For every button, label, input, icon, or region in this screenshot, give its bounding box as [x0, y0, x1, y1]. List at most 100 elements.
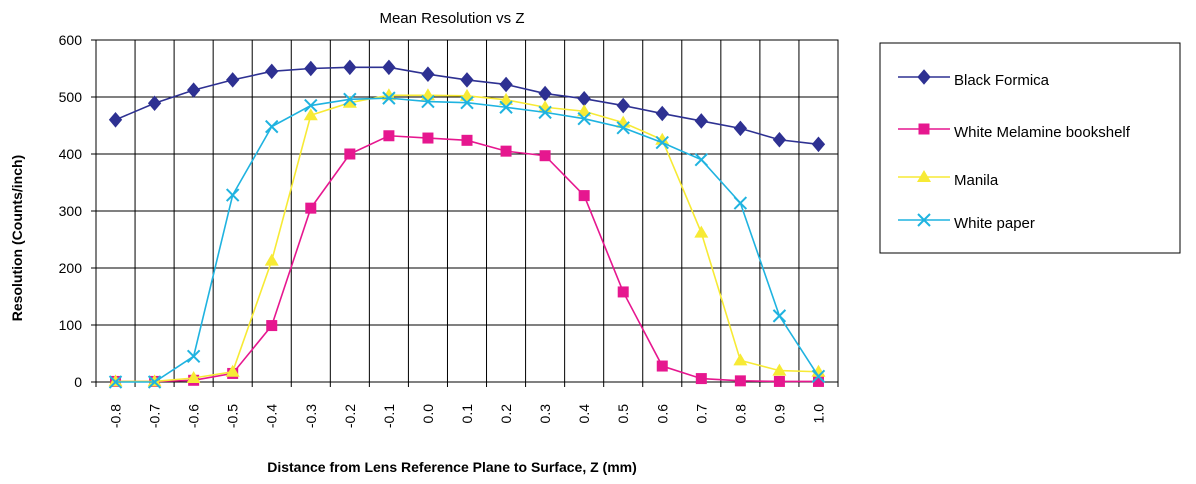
data-point — [812, 375, 824, 387]
chart-title: Mean Resolution vs Z — [379, 10, 524, 27]
data-point — [265, 63, 279, 80]
y-tick-label: 200 — [59, 260, 83, 276]
y-tick-label: 400 — [59, 146, 83, 162]
data-point — [304, 98, 318, 113]
data-point — [772, 309, 787, 323]
x-tick-label: -0.1 — [381, 404, 397, 428]
x-tick-label: -0.4 — [264, 404, 280, 428]
y-tick-label: 500 — [59, 89, 83, 105]
data-point — [499, 76, 513, 93]
data-point — [539, 150, 551, 162]
data-point — [500, 145, 512, 157]
legend-label: Black Formica — [954, 72, 1050, 89]
data-point — [694, 225, 709, 238]
x-tick-label: -0.3 — [303, 404, 319, 428]
legend-label: Manila — [954, 172, 999, 189]
series-black-formica — [108, 59, 826, 153]
y-tick-label: 0 — [74, 374, 82, 390]
data-point — [616, 121, 630, 135]
legend: Black Formica White Melamine bookshelf Man… — [879, 42, 1181, 254]
y-tick-label: 300 — [59, 203, 83, 219]
data-point — [383, 130, 395, 142]
x-tick-label: -0.2 — [342, 404, 358, 428]
data-point — [655, 105, 669, 122]
data-point — [343, 92, 357, 106]
x-tick-label: 0.4 — [576, 404, 592, 424]
legend-item: Manila — [898, 170, 999, 189]
data-point — [381, 88, 396, 101]
x-tick-label: 0.9 — [771, 404, 787, 424]
y-tick-label: 100 — [59, 317, 83, 333]
x-tick-label: -0.7 — [147, 404, 163, 428]
series-manila — [108, 88, 826, 387]
data-point — [917, 69, 931, 85]
data-point — [421, 94, 435, 109]
data-point — [917, 170, 931, 182]
data-point — [499, 92, 514, 105]
legend-item: Black Formica — [898, 69, 1050, 89]
x-tick-label: -0.6 — [186, 404, 202, 428]
data-point — [343, 59, 357, 76]
data-point — [772, 363, 787, 376]
x-tick-label: 0.0 — [420, 404, 436, 424]
data-point — [186, 371, 201, 384]
legend-box — [879, 42, 1181, 254]
data-point — [108, 374, 123, 387]
x-tick-label: 0.8 — [732, 404, 748, 424]
series-white-paper — [108, 91, 826, 389]
data-point — [460, 72, 474, 88]
data-point — [303, 108, 318, 121]
x-tick-label: 0.2 — [498, 404, 514, 424]
legend-item: White paper — [898, 213, 1035, 232]
data-point — [265, 119, 279, 134]
x-axis-title: Distance from Lens Reference Plane to Su… — [267, 459, 637, 475]
data-point — [225, 188, 240, 202]
x-tick-label: 0.7 — [693, 404, 709, 424]
data-point — [461, 134, 473, 146]
legend-item: White Melamine bookshelf — [898, 123, 1131, 141]
data-point — [382, 59, 396, 76]
data-point — [147, 374, 162, 387]
data-point — [773, 375, 785, 387]
data-point — [694, 113, 708, 129]
data-point — [734, 375, 746, 387]
data-point — [655, 135, 669, 150]
data-point — [499, 100, 513, 114]
data-point — [917, 213, 931, 227]
data-point — [266, 320, 278, 332]
legend-label: White paper — [954, 215, 1035, 232]
data-point — [733, 120, 748, 137]
data-point — [382, 91, 396, 105]
data-point — [811, 369, 826, 384]
data-point — [225, 364, 240, 377]
legend-label: White Melamine bookshelf — [954, 124, 1131, 141]
data-point — [422, 132, 434, 144]
x-tick-label: 1.0 — [810, 404, 826, 424]
data-point — [421, 66, 435, 82]
axes: 0 100 200 300 400 500 600 -0.8 -0.7 -0.6 -0.5 -0.4 -… — [59, 32, 839, 428]
data-point — [538, 85, 552, 102]
data-point — [226, 72, 240, 88]
data-point — [305, 202, 317, 214]
data-point — [733, 353, 748, 366]
data-point — [342, 95, 357, 108]
data-point — [108, 375, 123, 389]
data-point — [695, 373, 707, 385]
y-axis-title: Resolution (Counts/inch) — [9, 155, 25, 321]
data-point — [733, 196, 748, 210]
x-tick-label: 0.3 — [537, 404, 553, 424]
y-tick-label: 600 — [59, 32, 83, 48]
data-point — [344, 148, 356, 160]
data-point — [616, 97, 630, 114]
x-tick-label: 0.6 — [654, 404, 670, 424]
x-tick-label: -0.8 — [108, 404, 124, 428]
data-point — [918, 123, 930, 135]
data-point — [577, 104, 592, 117]
data-point — [538, 105, 552, 120]
data-point — [578, 190, 590, 202]
data-point — [577, 90, 591, 107]
data-point — [694, 152, 709, 167]
data-point — [617, 286, 629, 298]
grid — [95, 39, 839, 383]
